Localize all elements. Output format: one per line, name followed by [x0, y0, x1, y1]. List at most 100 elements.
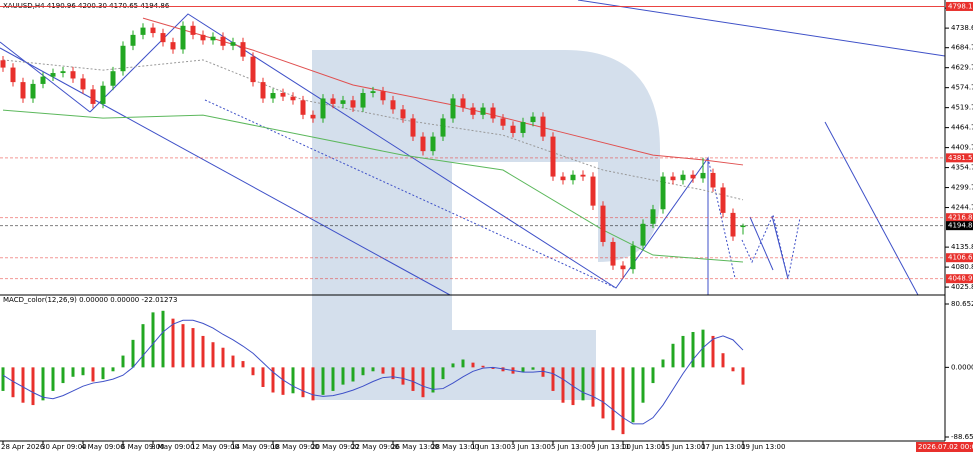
macd-bar [51, 367, 55, 391]
candle-body [30, 83, 36, 99]
macd-bar [631, 367, 635, 423]
candle-body [520, 122, 526, 133]
candle-body [120, 45, 126, 72]
macd-bar [681, 335, 685, 368]
price-level-label: 4798.19 [948, 2, 973, 10]
candle-body [230, 42, 236, 46]
candle-body [170, 42, 176, 50]
y-tick-label: 4080.80 [951, 263, 973, 271]
candle-body [50, 73, 56, 77]
macd-bar [691, 332, 695, 368]
macd-bar [221, 347, 225, 368]
x-tick-label: 8 May 09:00 [151, 443, 195, 451]
macd-bar [661, 359, 665, 368]
x-tick-label: 20 May 09:00 [311, 443, 359, 451]
macd-bar [491, 367, 495, 369]
price-label-box [946, 253, 973, 263]
macd-bar [731, 367, 735, 372]
macd-bar [261, 367, 265, 387]
x-tick-label: 15 Jun 13:00 [661, 443, 705, 451]
macd-bar [371, 367, 375, 372]
candle-body [350, 100, 356, 108]
candle-body [580, 174, 586, 177]
candle-body [290, 96, 296, 101]
macd-bar [331, 367, 335, 391]
candle-body [210, 36, 216, 41]
x-tick-label: 9 Jun 13:00 [591, 443, 631, 451]
candle-body [540, 116, 546, 137]
y-tick-label: 4299.70 [951, 184, 973, 192]
candle-body [730, 212, 736, 237]
candle-body [320, 98, 326, 119]
macd-bar [31, 367, 35, 406]
macd-bar [291, 367, 295, 394]
macd-bar [381, 367, 385, 374]
trend-line [0, 47, 451, 296]
macd-bar [351, 367, 355, 382]
forecast-line [771, 215, 789, 280]
candle-body [60, 71, 66, 74]
macd-bar [251, 367, 255, 376]
candle-body [570, 174, 576, 181]
x-tick-label: 26 May 13:00 [391, 443, 439, 451]
price-level-label: 4106.66 [948, 254, 973, 262]
macd-bar [611, 367, 615, 431]
candle-body [330, 98, 336, 104]
macd-bar [541, 367, 545, 377]
trend-line [577, 0, 946, 57]
macd-bar [151, 312, 155, 368]
candle-body [530, 116, 536, 123]
candle-body [80, 78, 86, 90]
candle-body [340, 100, 346, 104]
macd-bar [41, 367, 45, 401]
macd-bar [71, 367, 75, 377]
macd-bar [621, 367, 625, 435]
x-tick-label: 11 Jun 13:00 [621, 443, 665, 451]
macd-bar [81, 367, 85, 376]
macd-bar [391, 367, 395, 380]
x-tick-label: 6 May 09:00 [121, 443, 165, 451]
macd-bar [241, 361, 245, 368]
candle-body [660, 176, 666, 210]
macd-bar [721, 353, 725, 368]
price-level-label: 4381.55 [948, 154, 973, 162]
macd-bar [1, 367, 5, 391]
y-tick-label: 80.65217 [951, 300, 973, 308]
x-tick-label: 12 May 09:00 [191, 443, 239, 451]
macd-bar [421, 367, 425, 398]
candle-body [360, 93, 366, 108]
macd-bar [741, 367, 745, 385]
y-tick-label: 4025.80 [951, 283, 973, 291]
macd-bar [191, 328, 195, 368]
y-tick-label: 4519.70 [951, 104, 973, 112]
y-tick-label: 4409.70 [951, 144, 973, 152]
macd-bar [441, 367, 445, 380]
candle-body [610, 241, 616, 266]
macd-bar [11, 367, 15, 398]
candle-body [600, 205, 606, 242]
candle-body [450, 98, 456, 119]
candle-body [650, 209, 656, 224]
candle-body [190, 25, 196, 35]
candle-body [420, 136, 426, 152]
price-label-box [946, 213, 973, 223]
macd-bar [551, 367, 555, 391]
candle-body [630, 245, 636, 270]
x-tick-label: 17 Jun 13:00 [701, 443, 745, 451]
candle-body [70, 71, 76, 79]
macd-bar [141, 324, 145, 368]
moving-average [2, 59, 744, 201]
macd-bar [281, 367, 285, 395]
x-tick-label: 3 Jun 13:00 [511, 443, 551, 451]
candle-body [590, 176, 596, 206]
price-label-box [946, 274, 973, 284]
candle-body [680, 174, 686, 181]
candle-body [510, 125, 516, 133]
candle-body [740, 225, 746, 228]
candle-body [490, 107, 496, 119]
candle-body [240, 42, 246, 57]
macd-bar [671, 343, 675, 368]
macd-bar [531, 367, 535, 370]
x-tick-label: 5 Jun 13:00 [551, 443, 591, 451]
